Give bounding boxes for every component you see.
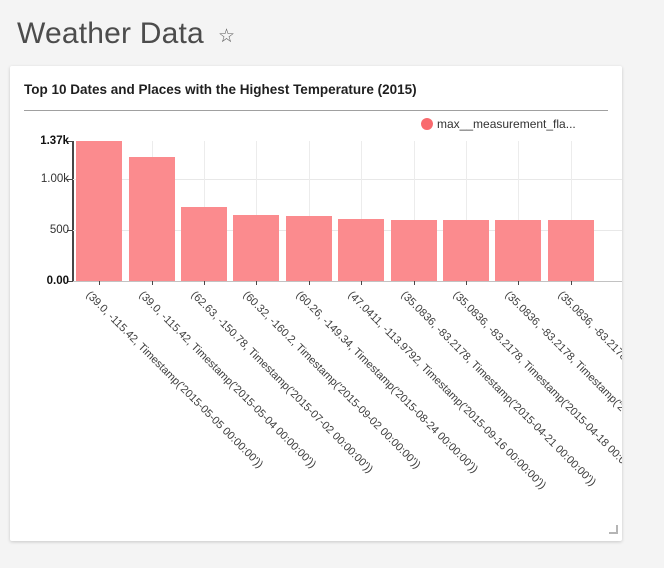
bar[interactable] xyxy=(233,214,280,281)
bar[interactable] xyxy=(128,157,175,281)
y-axis-label: 500 xyxy=(49,223,69,236)
x-axis-tick xyxy=(308,281,310,285)
gridline-vertical xyxy=(570,141,572,281)
plot-area xyxy=(67,141,622,285)
x-axis-label: (39.0, -115.42, Timestamp('2015-05-04 00… xyxy=(136,289,318,471)
bar[interactable] xyxy=(390,219,437,281)
y-axis-line xyxy=(72,141,74,282)
chart-card: Top 10 Dates and Places with the Highest… xyxy=(10,66,622,541)
x-axis-tick xyxy=(466,281,467,285)
x-axis-tick xyxy=(151,281,153,285)
x-axis-label: (47.0411, -113.9792, Timestamp('2015-09-… xyxy=(345,289,549,492)
bar[interactable] xyxy=(443,219,489,281)
legend-series-marker-icon xyxy=(421,118,433,130)
x-axis-tick xyxy=(256,281,258,285)
gridline-horizontal xyxy=(73,178,622,180)
gridline-vertical xyxy=(413,141,415,281)
x-axis-tick xyxy=(99,281,101,285)
bar[interactable] xyxy=(338,218,385,281)
chart-title: Top 10 Dates and Places with the Highest… xyxy=(24,82,417,97)
x-axis-tick xyxy=(518,281,520,285)
legend-item[interactable]: max__measurement_fla... xyxy=(421,117,576,131)
y-axis-tick xyxy=(67,229,72,231)
bar[interactable] xyxy=(181,206,227,281)
x-axis-tick xyxy=(413,281,415,285)
y-axis-tick xyxy=(67,281,72,282)
gridline-vertical xyxy=(518,141,520,281)
y-axis-label: 1.00k xyxy=(40,172,69,185)
bar[interactable] xyxy=(495,219,542,281)
bar[interactable] xyxy=(285,215,332,281)
x-axis-label: (60.32, -160.2, Timestamp('2015-09-02 00… xyxy=(240,289,424,472)
legend-label: max__measurement_fla... xyxy=(437,117,576,131)
resize-handle-icon[interactable] xyxy=(609,525,618,534)
x-axis-line xyxy=(73,281,622,282)
bar[interactable] xyxy=(76,141,123,281)
title-divider xyxy=(24,110,608,111)
page-title: Weather Data xyxy=(17,17,204,50)
gridline-vertical xyxy=(361,141,363,281)
gridline-vertical xyxy=(308,141,310,281)
favorite-star-icon[interactable]: ☆ xyxy=(217,25,235,47)
x-axis-tick xyxy=(570,281,572,285)
x-axis-tick xyxy=(204,281,205,285)
x-axis-label: (39.0, -115.42, Timestamp('2015-05-05 00… xyxy=(83,289,266,471)
x-axis-label: (60.26, -149.34, Timestamp('2015-08-24 0… xyxy=(293,289,480,476)
x-axis-label: (62.63, -150.78, Timestamp('2015-07-02 0… xyxy=(188,289,376,476)
gridline-vertical xyxy=(466,141,467,281)
y-axis-tick xyxy=(67,141,72,142)
y-axis-tick xyxy=(67,178,72,180)
y-axis-label: 1.37k xyxy=(40,135,69,147)
gridline-vertical xyxy=(256,141,258,281)
x-axis-tick xyxy=(361,281,363,285)
bar[interactable] xyxy=(547,219,594,281)
page-header: Weather Data ☆ xyxy=(17,12,235,56)
x-axis-label: (35.0836, -83.2178, Timestamp('2015-04-2… xyxy=(398,289,598,489)
y-axis-label: 0.00 xyxy=(46,275,69,287)
